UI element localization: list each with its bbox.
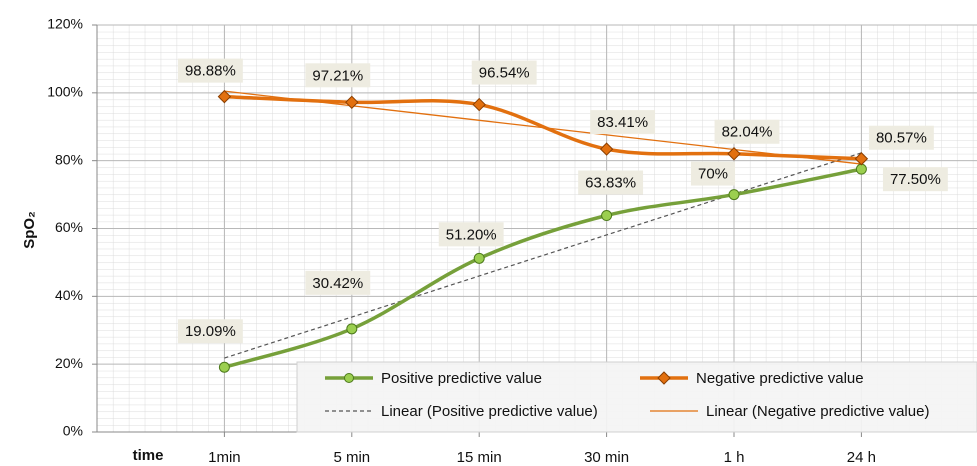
data-label-bg [305,270,371,295]
x-tick-label: 5 min [333,449,370,466]
y-tick-label: 40% [55,287,83,303]
data-label: 63.83% [585,174,636,191]
data-label-bg [471,60,537,85]
marker [599,142,614,156]
legend-marker [344,373,354,383]
marker [855,163,867,175]
x-axis-label: time [133,447,164,464]
marker [601,210,613,222]
data-label: 83.41% [597,114,648,131]
legend-label: Linear (Negative predictive value) [706,403,929,420]
data-label-bg [177,58,243,83]
data-label: 82.04% [722,124,773,141]
data-label-bg [714,119,780,144]
data-label-bg [868,125,934,150]
legend-marker [657,371,671,385]
legend-label: Linear (Positive predictive value) [381,403,598,420]
data-label: 19.09% [185,323,236,340]
x-tick-label: 30 min [584,449,629,466]
data-label-bg [305,63,371,88]
data-label-bg [177,319,243,344]
data-label-bg [578,170,644,195]
data-label: 97.21% [312,67,363,84]
x-tick-label: 1min [208,449,241,466]
legend: Positive predictive value Negative predic… [296,361,977,433]
data-label-bg [882,167,948,192]
legend-box [296,361,977,433]
y-tick-label: 60% [55,219,83,235]
data-label-bg [690,161,736,186]
marker [217,89,232,104]
x-tick-label: 1 h [724,449,745,466]
series-line [223,167,862,369]
x-tick-label: 24 h [847,449,876,466]
marker [728,189,740,201]
y-tick-label: 120% [47,16,83,32]
marker [854,152,869,166]
data-label: 30.42% [312,275,363,292]
series-line [224,94,862,161]
y-tick-label: 80% [55,151,83,167]
data-label: 96.54% [479,65,530,82]
marker [218,361,230,373]
marker [473,252,485,264]
legend-label: Negative predictive value [696,370,864,387]
y-axis-label: SpO₂ [21,211,38,249]
data-label: 51.20% [446,226,497,243]
data-label: 70% [698,166,728,183]
marker [472,97,486,112]
data-label: 77.50% [890,171,941,188]
y-tick-label: 20% [55,355,83,371]
marker [346,323,358,335]
y-tick-label: 0% [63,423,83,439]
legend-label: Positive predictive value [381,370,542,387]
y-tick-label: 100% [47,84,83,100]
marker [345,95,359,110]
data-label: 98.88% [185,63,236,80]
marker [727,147,741,161]
data-label-bg [590,110,656,135]
data-label-bg [438,222,504,247]
data-label: 80.57% [876,130,927,147]
x-tick-label: 15 min [457,449,502,466]
